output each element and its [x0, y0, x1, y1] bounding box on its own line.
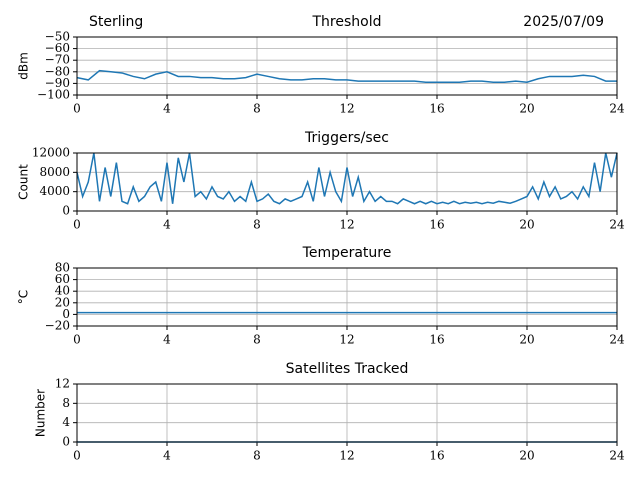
y-tick-label: −50: [45, 30, 70, 44]
y-axis-label: dBm: [17, 52, 31, 80]
x-tick-label: 0: [73, 102, 81, 116]
y-tick-label: −60: [45, 41, 70, 55]
x-tick-label: 4: [163, 102, 171, 116]
y-tick-label: 4: [62, 415, 70, 429]
y-tick-label: 40: [55, 284, 70, 298]
y-tick-label: −90: [45, 76, 70, 90]
x-tick-label: 4: [163, 333, 171, 347]
axes-frame: [76, 152, 618, 212]
x-tick-label: 4: [163, 449, 171, 463]
x-tick-label: 20: [519, 102, 534, 116]
x-tick-label: 0: [73, 449, 81, 463]
y-tick-label: 20: [55, 295, 70, 309]
data-line: [76, 152, 618, 205]
x-tick-label: 16: [429, 218, 444, 232]
x-tick-label: 0: [73, 333, 81, 347]
x-tick-label: 24: [609, 218, 625, 232]
x-tick-label: 12: [339, 102, 354, 116]
y-tick-label: 4000: [39, 184, 70, 198]
x-tick-label: 20: [519, 449, 534, 463]
x-tick-label: 24: [609, 102, 625, 116]
x-tick-label: 0: [73, 218, 81, 232]
y-tick-label: −20: [45, 319, 70, 333]
x-tick-label: 12: [339, 218, 354, 232]
x-tick-label: 8: [253, 333, 261, 347]
x-tick-label: 12: [339, 333, 354, 347]
x-tick-label: 16: [429, 449, 444, 463]
axes-frame: [76, 267, 618, 327]
y-tick-label: 12: [55, 377, 70, 391]
x-tick-label: 16: [429, 333, 444, 347]
y-axis-label: Number: [34, 389, 48, 437]
x-tick-label: 8: [253, 218, 261, 232]
subplot-title: Triggers/sec: [304, 130, 389, 146]
x-tick-label: 20: [519, 218, 534, 232]
subplot-title: Threshold: [312, 14, 382, 30]
data-line: [76, 69, 617, 84]
station-label: Sterling: [89, 14, 143, 30]
x-tick-label: 8: [253, 449, 261, 463]
x-tick-label: 4: [163, 218, 171, 232]
y-tick-label: −80: [45, 64, 70, 78]
subplot-title: Temperature: [302, 245, 392, 261]
x-tick-label: 12: [339, 449, 354, 463]
y-tick-label: −70: [45, 53, 70, 67]
y-axis-label: Count: [17, 164, 31, 200]
axes-frame: [76, 36, 618, 96]
x-tick-label: 24: [609, 333, 625, 347]
x-tick-label: 24: [609, 449, 625, 463]
y-tick-label: 8: [62, 396, 70, 410]
y-axis-label: °C: [17, 290, 31, 304]
x-tick-label: 16: [429, 102, 444, 116]
y-tick-label: 12000: [32, 146, 70, 160]
date-label: 2025/07/09: [523, 14, 604, 30]
x-tick-label: 20: [519, 333, 534, 347]
y-tick-label: −100: [37, 88, 70, 102]
y-tick-label: 8000: [39, 165, 70, 179]
axes-frame: [76, 383, 618, 443]
subplot-title: Satellites Tracked: [286, 361, 409, 377]
y-tick-label: 0: [62, 307, 70, 321]
y-tick-label: 0: [62, 204, 70, 218]
y-tick-label: 80: [55, 261, 70, 275]
y-tick-label: 60: [55, 272, 70, 286]
y-tick-label: 0: [62, 435, 70, 449]
x-tick-label: 8: [253, 102, 261, 116]
